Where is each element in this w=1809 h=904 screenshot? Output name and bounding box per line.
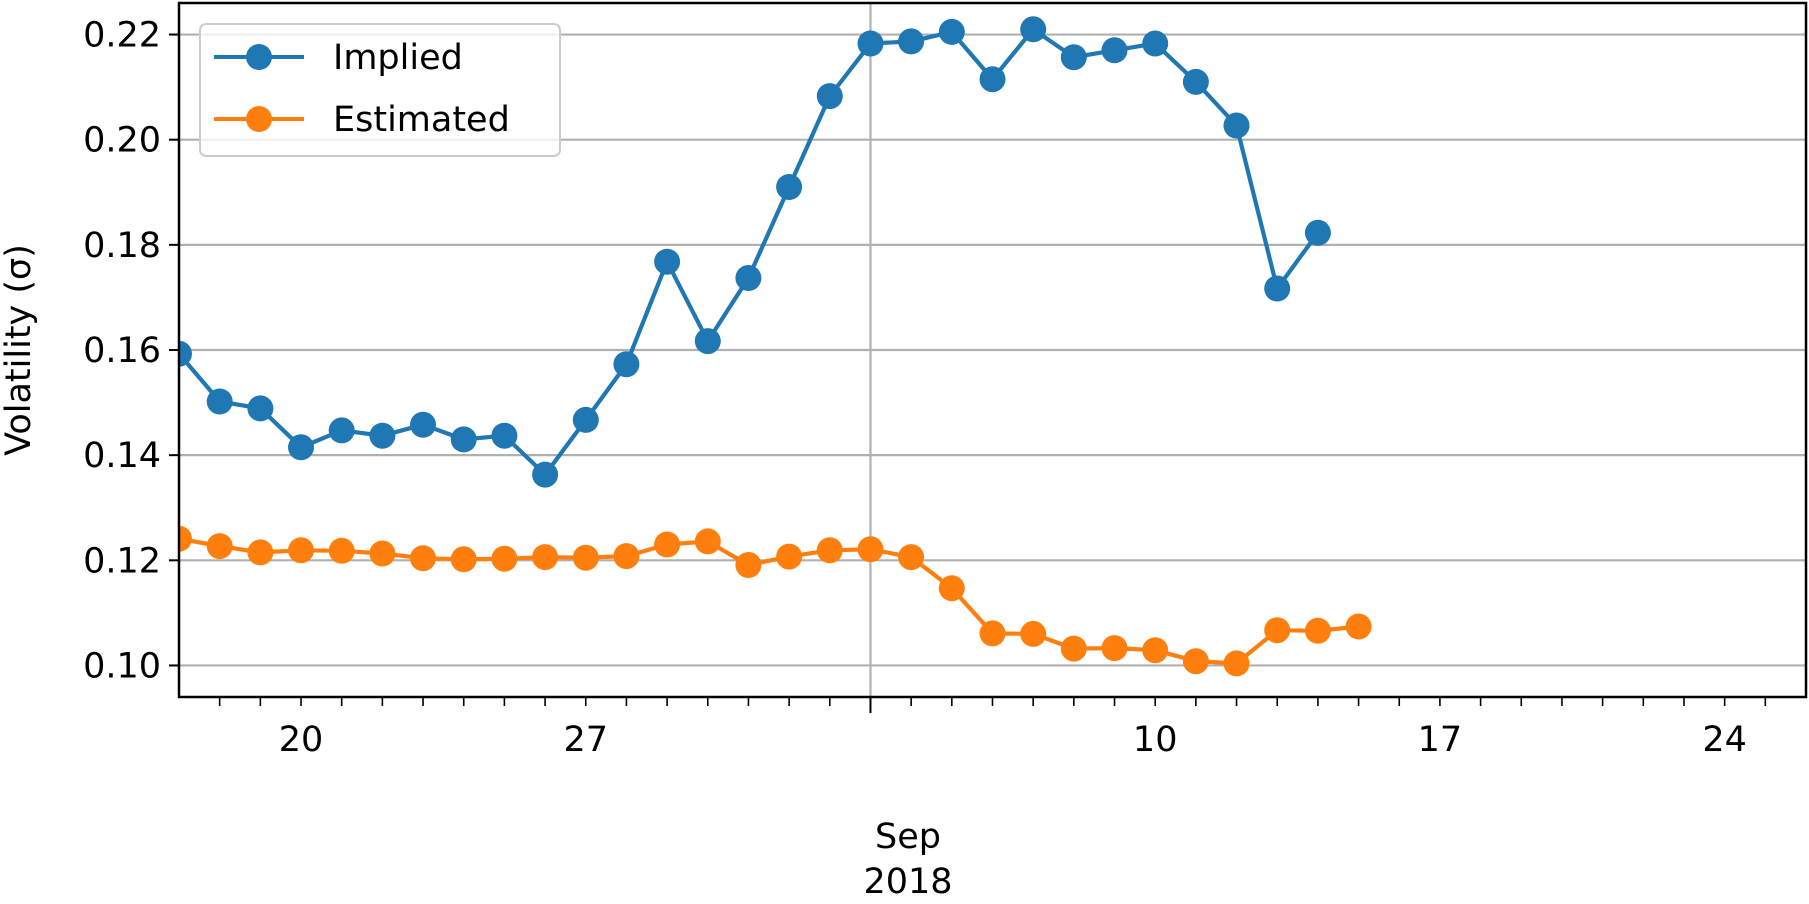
data-point-implied <box>328 417 355 444</box>
legend-implied-marker <box>246 44 272 70</box>
x-year-label: 2018 <box>863 862 952 902</box>
x-axis: 20 27 10 17 24 <box>218 697 1767 760</box>
data-point-implied <box>857 30 884 57</box>
data-point-implied <box>1264 275 1291 302</box>
series-layer <box>179 16 1372 677</box>
data-point-estimated <box>816 537 843 564</box>
data-point-implied <box>450 426 477 453</box>
data-point-estimated <box>410 545 436 572</box>
x-month-label: Sep <box>875 817 941 857</box>
data-point-estimated <box>1264 617 1291 644</box>
data-point-implied <box>1060 44 1087 71</box>
data-point-estimated <box>776 543 803 570</box>
data-point-implied <box>1182 68 1209 95</box>
data-point-estimated <box>532 544 559 571</box>
data-point-implied <box>1304 219 1331 246</box>
data-point-implied <box>247 395 274 422</box>
data-point-implied <box>491 422 518 449</box>
x-tick-label: 24 <box>1702 720 1747 760</box>
y-tick-label: 0.16 <box>83 331 161 371</box>
data-point-estimated <box>898 544 925 571</box>
legend-estimated-label: Estimated <box>333 100 510 140</box>
data-point-implied <box>410 411 436 438</box>
legend-implied-label: Implied <box>333 38 463 78</box>
data-point-estimated <box>1223 650 1250 677</box>
data-point-estimated <box>1060 635 1087 662</box>
y-axis: 0.10 0.12 0.14 0.16 0.18 0.20 0.22 <box>83 16 179 686</box>
data-point-implied <box>288 434 314 461</box>
y-tick-label: 0.22 <box>83 16 161 56</box>
data-point-estimated <box>369 540 396 567</box>
data-point-estimated <box>572 544 599 571</box>
data-point-estimated <box>1142 637 1169 664</box>
data-point-implied <box>532 461 559 488</box>
legend-estimated-marker <box>246 106 272 132</box>
y-tick-label: 0.12 <box>83 541 161 581</box>
data-point-implied <box>613 351 640 378</box>
series-line-estimated <box>179 536 1359 666</box>
data-point-implied <box>898 28 925 55</box>
data-point-estimated <box>694 528 721 555</box>
data-point-implied <box>776 174 803 200</box>
data-point-estimated <box>1345 613 1372 640</box>
data-point-implied <box>179 340 192 367</box>
data-point-implied <box>694 328 721 355</box>
data-point-estimated <box>1182 648 1209 675</box>
data-point-implied <box>1142 30 1169 57</box>
data-point-implied <box>735 265 762 291</box>
y-tick-label: 0.20 <box>83 121 161 161</box>
y-tick-label: 0.10 <box>83 646 161 686</box>
legend: Implied Estimated <box>199 23 561 157</box>
data-point-implied <box>206 388 233 415</box>
data-point-estimated <box>857 536 884 563</box>
data-point-estimated <box>179 525 192 552</box>
x-tick-label: 10 <box>1133 720 1178 760</box>
data-point-estimated <box>1020 620 1047 647</box>
data-point-estimated <box>206 533 233 560</box>
data-point-implied <box>654 248 681 275</box>
data-point-estimated <box>288 537 314 564</box>
data-point-implied <box>1101 37 1128 64</box>
x-tick-label: 17 <box>1418 720 1463 760</box>
y-tick-label: 0.18 <box>83 226 161 266</box>
y-tick-label: 0.14 <box>83 436 161 476</box>
data-point-implied <box>1020 16 1047 43</box>
data-point-estimated <box>1101 635 1128 662</box>
data-point-estimated <box>938 575 965 602</box>
data-point-estimated <box>735 552 762 578</box>
data-point-implied <box>369 422 396 449</box>
data-point-estimated <box>613 543 640 570</box>
data-point-estimated <box>491 545 518 572</box>
y-axis-label: Volatility (σ) <box>0 244 39 456</box>
data-point-implied <box>938 18 965 45</box>
x-tick-label: 20 <box>279 720 324 760</box>
data-point-estimated <box>328 537 355 564</box>
data-point-estimated <box>247 539 274 566</box>
data-point-implied <box>816 83 843 110</box>
data-point-estimated <box>979 620 1006 647</box>
data-point-implied <box>979 66 1006 93</box>
series-implied <box>179 16 1331 488</box>
data-point-estimated <box>654 531 681 558</box>
x-tick-label: 27 <box>563 720 608 760</box>
data-point-estimated <box>450 546 477 573</box>
data-point-implied <box>572 406 599 433</box>
data-point-estimated <box>1304 617 1331 644</box>
data-point-implied <box>1223 112 1250 139</box>
series-estimated <box>179 525 1372 677</box>
